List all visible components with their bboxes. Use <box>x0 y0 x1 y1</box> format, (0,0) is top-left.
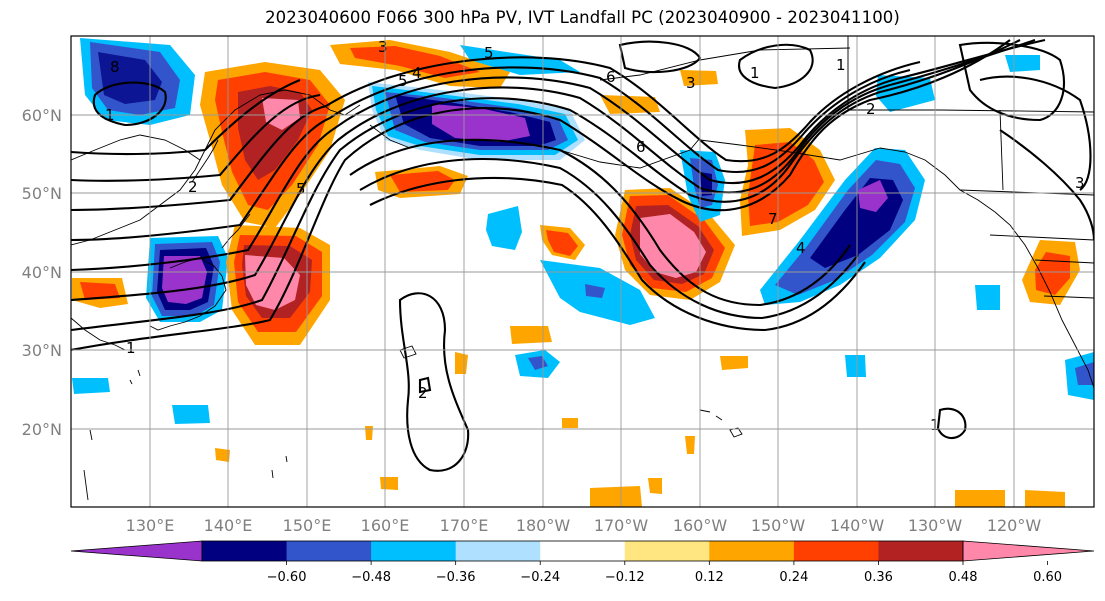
lat-label: 40°N <box>22 263 62 282</box>
positive-anomaly-us-west <box>1022 240 1080 305</box>
lon-label: 170°E <box>440 516 489 535</box>
colorbar-segments <box>70 540 1095 562</box>
colorbar-segment <box>540 541 626 561</box>
contour-label: 4 <box>796 239 806 257</box>
lon-label: 150°W <box>751 516 806 535</box>
colorbar-outline <box>201 540 964 562</box>
colorbar-tick-label: −0.36 <box>436 570 476 585</box>
colorbar-segment <box>793 541 879 561</box>
colorbar-tick-label: 0.36 <box>864 570 893 585</box>
lat-label: 60°N <box>22 106 62 125</box>
contour-label: 2 <box>418 384 428 402</box>
latitude-labels: 60°N 50°N 40°N 30°N 20°N <box>22 106 62 439</box>
contour-label: 7 <box>768 210 778 228</box>
contour-label: 1 <box>750 64 760 82</box>
contour-label: 1 <box>126 339 136 357</box>
contour-label: 4 <box>412 64 422 82</box>
contour-label: 5 <box>484 44 494 62</box>
colorbar-ticks: −0.60 −0.48 −0.36 −0.24 −0.12 0.12 0.24 0.36 0.4… <box>267 561 1062 585</box>
colorbar-segment <box>709 541 795 561</box>
longitude-labels: 130°E 140°E 150°E 160°E 170°E 180°W 170°… <box>126 516 1042 535</box>
contour-label: 2 <box>866 100 876 118</box>
colorbar-tick-label: −0.48 <box>351 570 391 585</box>
map-panel: 8 3 5 4 3 5 6 1 2 6 1 2 1 3 5 7 4 1 2 1 <box>70 35 1095 508</box>
colorbar-extend-high <box>962 540 1095 562</box>
lon-label: 120°W <box>987 516 1042 535</box>
colorbar-segment <box>878 541 964 561</box>
contour-label: 2 <box>188 178 198 196</box>
colorbar-tick-label: −0.24 <box>520 570 560 585</box>
positive-anomaly-arctic <box>330 40 580 88</box>
contour-label: 3 <box>1075 174 1085 192</box>
contour-label: 3 <box>378 38 388 56</box>
lon-label: 160°W <box>673 516 728 535</box>
colorbar-tick-label: −0.12 <box>605 570 645 585</box>
contour-label: 6 <box>636 138 646 156</box>
lat-label: 30°N <box>22 341 62 360</box>
contour-label: 8 <box>110 58 120 76</box>
colorbar: −0.60 −0.48 −0.36 −0.24 −0.12 0.12 0.24 0.36 0.4… <box>70 540 1095 585</box>
colorbar-segment <box>371 541 457 561</box>
negative-anomaly-japan <box>146 236 228 322</box>
colorbar-tick-label: 0.24 <box>779 570 808 585</box>
contour-label: 5 <box>296 180 306 198</box>
colorbar-tick-label: 0.12 <box>695 570 724 585</box>
map-border <box>70 35 1095 508</box>
contour-label: 1 <box>836 56 846 74</box>
lon-label: 130°E <box>126 516 175 535</box>
graticule <box>71 36 1094 507</box>
small-anomaly-patches <box>72 55 1094 507</box>
negative-anomaly-ne-pacific <box>760 148 925 305</box>
lon-label: 140°W <box>830 516 885 535</box>
colorbar-segment <box>286 541 372 561</box>
pv-contour-layer <box>71 38 1094 472</box>
contour-label: 6 <box>606 68 616 86</box>
lon-label: 140°E <box>204 516 253 535</box>
colorbar-segment <box>455 541 541 561</box>
contour-label: 5 <box>398 72 408 90</box>
colorbar-tick-label: 0.48 <box>949 570 978 585</box>
lon-label: 160°E <box>361 516 410 535</box>
negative-anomaly-kamchatka <box>80 38 195 125</box>
islands-layer <box>83 345 743 501</box>
colorbar-segment <box>202 541 288 561</box>
colorbar-segment <box>624 541 710 561</box>
map-title: 2023040600 F066 300 hPa PV, IVT Landfall… <box>265 8 900 27</box>
lon-label: 180°W <box>516 516 571 535</box>
contour-label: 3 <box>686 74 696 92</box>
lon-label: 130°W <box>908 516 963 535</box>
colorbar-tick-label: −0.60 <box>267 570 307 585</box>
colorbar-extend-low <box>70 540 203 562</box>
lat-label: 20°N <box>22 420 62 439</box>
lon-label: 150°E <box>283 516 332 535</box>
lat-label: 50°N <box>22 184 62 203</box>
negative-anomaly-aleutian <box>368 82 585 160</box>
colorbar-tick-label: 0.60 <box>1033 570 1062 585</box>
lon-label: 170°W <box>594 516 649 535</box>
